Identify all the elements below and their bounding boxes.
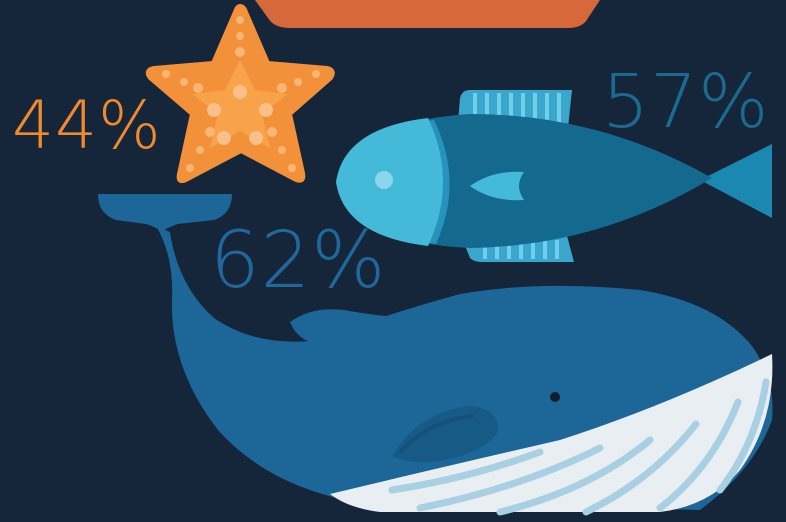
starfish-icon [145, 4, 335, 184]
fish-icon [336, 90, 772, 262]
orange-banner-shape [255, 0, 600, 28]
whale-percentage: 62% [210, 216, 387, 306]
whale-icon [98, 194, 773, 516]
starfish-percentage: 44% [12, 87, 162, 164]
fish-percentage: 57% [602, 59, 770, 145]
